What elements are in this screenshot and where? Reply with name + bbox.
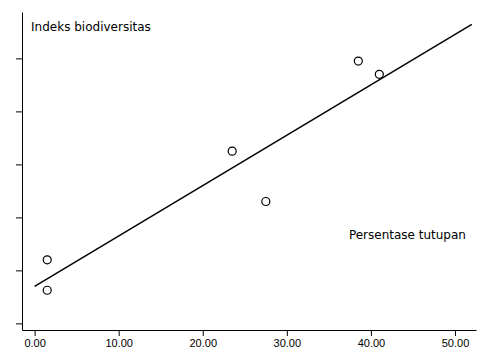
chart-svg: 0.00 10.00 20.00 30.00 40.00 50.00 Indeks biod… [0,0,494,362]
x-axis: 0.00 10.00 20.00 30.00 40.00 50.00 [23,330,477,349]
x-tick-label: 50.00 [442,337,470,349]
marks [35,24,472,294]
x-tick-label: 20.00 [189,337,217,349]
x-tick-label: 10.00 [105,337,133,349]
regression-line [35,24,472,286]
y-tick-mark [16,323,22,324]
y-tick-mark [16,111,22,112]
x-tick: 20.00 [189,330,217,349]
x-tick-mark [35,330,36,336]
scatter-point [43,256,51,264]
y-tick [16,217,22,218]
x-axis-line [23,330,477,331]
y-tick-mark [16,164,22,165]
scatter-point [262,197,270,205]
x-tick-mark [203,330,204,336]
chart-container: 0.00 10.00 20.00 30.00 40.00 50.00 Indeks biod… [0,0,494,362]
y-tick [16,164,22,165]
x-tick-mark [371,330,372,336]
plot-area: 0.00 10.00 20.00 30.00 40.00 50.00 Indeks biod… [16,13,477,349]
y-axis-line [22,13,23,331]
scatter-point [43,286,51,294]
y-tick-mark [16,58,22,59]
x-tick-mark [119,330,120,336]
y-axis-label: Indeks biodiversitas [31,20,151,34]
x-tick: 30.00 [274,330,302,349]
y-tick [16,111,22,112]
x-tick: 10.00 [105,330,133,349]
x-tick: 50.00 [442,330,470,349]
x-tick: 0.00 [24,330,45,349]
x-tick: 40.00 [358,330,386,349]
y-tick [16,323,22,324]
x-tick-mark [287,330,288,336]
x-axis-label: Persentase tutupan [349,228,466,242]
scatter-point [375,70,383,78]
scatter-point [228,147,236,155]
y-tick-mark [16,270,22,271]
y-tick [16,58,22,59]
y-tick-mark [16,217,22,218]
x-tick-label: 30.00 [274,337,302,349]
x-tick-mark [455,330,456,336]
x-tick-label: 0.00 [24,337,45,349]
y-tick [16,270,22,271]
y-axis [16,13,23,331]
labels: Indeks biodiversitas Persentase tutupan [31,20,466,242]
x-tick-label: 40.00 [358,337,386,349]
scatter-point [354,57,362,65]
